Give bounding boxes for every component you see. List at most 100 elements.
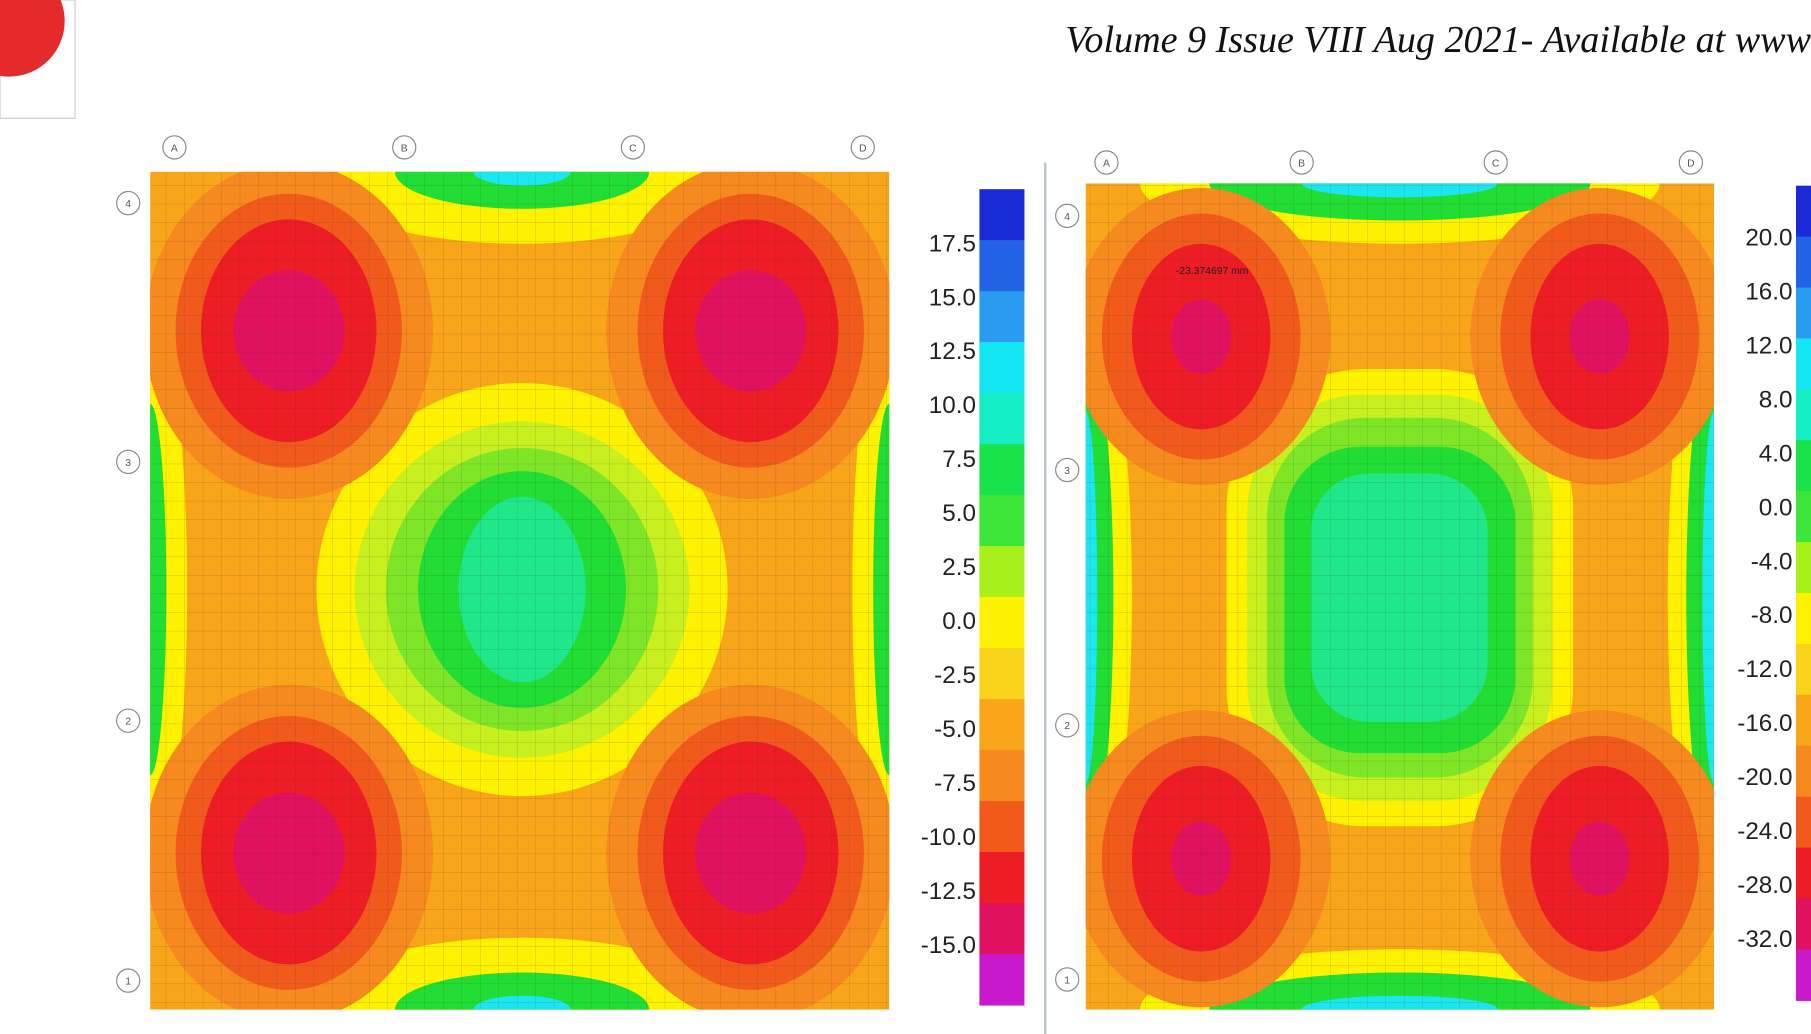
colorbar-segment [979, 852, 1025, 904]
grid-bubble [116, 708, 141, 733]
grid-row-label: 4 [1064, 212, 1070, 223]
colorbar-segment [979, 801, 1025, 853]
colorbar-label: -16.0 [1737, 710, 1792, 737]
colorbar-segment [1795, 898, 1811, 951]
colorbar-segment [1795, 542, 1811, 594]
colorbar-label: -2.5 [934, 662, 976, 689]
colorbar-label: 17.5 [929, 230, 976, 257]
grid-bubble [1055, 203, 1080, 229]
colorbar-segment [1795, 643, 1811, 696]
colorbar-label: -12.5 [921, 878, 976, 905]
colorbar-label: -12.0 [1737, 656, 1792, 683]
colorbar-label: -10.0 [921, 824, 976, 851]
colorbar-segment [1795, 338, 1811, 390]
colorbar-segment [979, 597, 1025, 649]
colorbar-label: -8.0 [1751, 602, 1793, 629]
grid-bubble [116, 968, 141, 993]
journal-line: Volume 9 Issue VIII Aug 2021- Available … [1065, 19, 1811, 61]
colorbar-label: 4.0 [1759, 440, 1793, 467]
grid-bubble [392, 135, 417, 160]
colorbar-segment [979, 444, 1025, 496]
colorbar-label: 5.0 [942, 500, 976, 527]
grid-column-label: A [1103, 158, 1110, 169]
colorbar-segment [979, 189, 1025, 241]
grid-bubble [1483, 150, 1508, 175]
colorbar-label: 12.5 [929, 338, 976, 365]
grid-bubble [162, 135, 187, 160]
colorbar-segment [1795, 694, 1811, 747]
colorbar-segment [1795, 185, 1811, 238]
grid-bubble [1055, 967, 1080, 992]
colorbar-segment [979, 546, 1025, 598]
colorbar-segment [1795, 796, 1811, 849]
colorbar-segment [979, 291, 1025, 343]
grid-row-label: 1 [1064, 975, 1070, 986]
grid-column-label: B [401, 143, 408, 154]
colorbar-segment [1795, 847, 1811, 900]
colorbar-label: 16.0 [1745, 278, 1792, 305]
colorbar-segment [979, 903, 1025, 955]
colorbar-label: 0.0 [1759, 494, 1793, 521]
grid-bubble [1678, 150, 1704, 175]
colorbar-label: 8.0 [1759, 386, 1793, 413]
grid-bubble [1055, 457, 1080, 483]
grid-column-label: D [1687, 158, 1695, 169]
colorbar-segment [1795, 389, 1811, 441]
colorbar-label: 0.0 [942, 608, 976, 635]
grid-column-label: C [629, 143, 637, 154]
contour-plot [1085, 183, 1714, 1010]
colorbar-label: -5.0 [934, 716, 976, 743]
grid-bubble [1094, 150, 1119, 175]
colorbar-label: -15.0 [921, 932, 976, 959]
grid-row-label: 2 [125, 717, 131, 728]
colorbar-label: -7.5 [934, 770, 976, 797]
colorbar-segment [979, 699, 1025, 751]
colorbar-label: 12.0 [1745, 332, 1792, 359]
colorbar-segment [1795, 287, 1811, 340]
colorbar-label: -4.0 [1751, 548, 1793, 575]
colorbar-segment [979, 342, 1025, 394]
grid-bubble [116, 449, 141, 475]
colorbar-label: -24.0 [1737, 818, 1792, 845]
contour-plot [150, 171, 890, 1010]
colorbar-segment [1795, 236, 1811, 289]
colorbar-label: -20.0 [1737, 764, 1792, 791]
grid-row-label: 3 [1064, 466, 1070, 477]
colorbar-segment [979, 648, 1025, 700]
grid-column-label: C [1492, 158, 1500, 169]
grid-bubble [116, 190, 141, 216]
colorbar-segment [979, 953, 1025, 1006]
colorbar-label: 2.5 [942, 554, 976, 581]
grid-column-label: D [859, 143, 867, 154]
colorbar-segment [979, 240, 1025, 292]
colorbar-segment [1795, 440, 1811, 492]
grid-column-label: B [1298, 158, 1305, 169]
grid-bubble [1289, 150, 1314, 175]
colorbar-label: -32.0 [1737, 926, 1792, 953]
grid-row-label: 3 [125, 458, 131, 469]
logo [0, 0, 65, 77]
grid-row-label: 1 [125, 977, 131, 988]
colorbar-label: 7.5 [942, 446, 976, 473]
colorbar-segment [1795, 949, 1811, 1001]
mesh-grid [150, 171, 890, 1010]
mesh-grid [1085, 183, 1714, 1010]
colorbar-label: -28.0 [1737, 872, 1792, 899]
colorbar-label: 10.0 [929, 392, 976, 419]
grid-bubble [1055, 713, 1080, 738]
colorbar-segment [979, 750, 1025, 802]
grid-row-label: 2 [1064, 721, 1070, 732]
colorbar-segment [1795, 491, 1811, 543]
grid-bubble [620, 135, 646, 160]
annotation: -23.374697 mm [1176, 266, 1249, 277]
colorbar-segment [1795, 745, 1811, 798]
grid-bubble [850, 135, 875, 160]
colorbar-segment [979, 495, 1025, 547]
colorbar-segment [979, 393, 1025, 445]
grid-column-label: A [171, 143, 178, 154]
colorbar-label: 15.0 [929, 284, 976, 311]
grid-row-label: 4 [125, 199, 131, 210]
colorbar-segment [1795, 593, 1811, 645]
colorbar-label: 20.0 [1745, 224, 1792, 251]
